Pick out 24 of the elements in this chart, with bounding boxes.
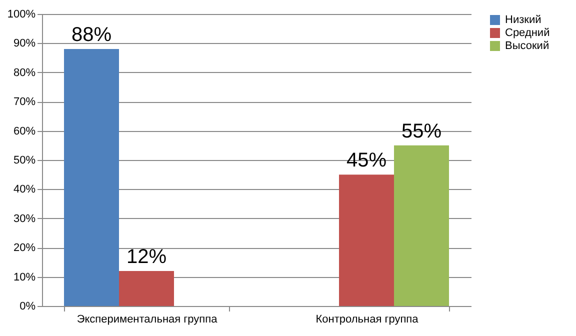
y-tick-label: 90% [13,38,36,50]
x-tick-label: Контрольная группа [316,314,420,326]
y-tick-label: 20% [13,242,36,254]
bar [64,49,119,306]
y-tick-label: 80% [13,66,36,79]
bar [119,270,174,306]
y-tick-label: 70% [13,96,36,108]
y-tick-label: 40% [13,184,36,196]
y-tick-label: 10% [13,271,36,284]
y-tick-label: 50% [13,154,36,166]
data-label: 45% [346,150,387,172]
y-tick-label: 0% [20,300,36,312]
data-label: 12% [126,246,167,268]
y-tick-label: 30% [13,212,36,225]
data-label: 88% [71,24,112,46]
legend-label: Низкий [505,14,542,26]
y-tick-label: 100% [7,8,36,20]
legend-label: Средний [505,27,550,39]
y-tick-label: 60% [13,125,36,138]
bar [394,145,449,306]
x-tick-label: Экспериментальная группа [76,314,218,326]
bar [339,174,394,306]
data-label: 55% [401,120,442,142]
legend-label: Высокий [505,40,550,52]
